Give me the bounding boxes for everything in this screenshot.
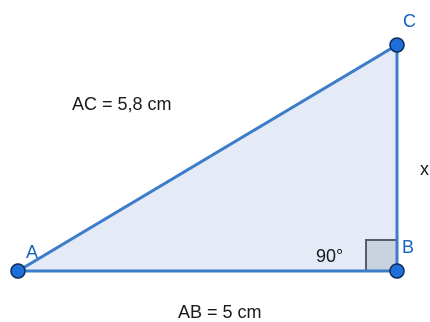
angle-label-b: 90°	[316, 246, 343, 266]
point-a[interactable]	[10, 263, 26, 279]
edge-ac	[17, 43, 398, 273]
vertex-label-c: C	[403, 11, 416, 31]
side-label-ac: AC = 5,8 cm	[72, 94, 172, 114]
point-c[interactable]	[389, 37, 405, 53]
vertex-label-b: B	[402, 237, 414, 257]
side-label-bc: x	[420, 159, 429, 179]
side-label-ab: AB = 5 cm	[178, 302, 262, 322]
vertex-label-a: A	[26, 242, 38, 262]
point-b[interactable]	[389, 263, 405, 279]
